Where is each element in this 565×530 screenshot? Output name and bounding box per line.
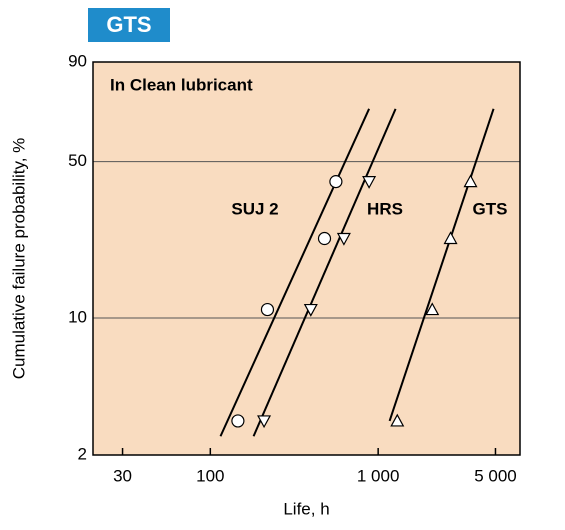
y-tick-label: 2 [78, 444, 87, 463]
x-tick-label: 30 [113, 466, 132, 485]
data-point [329, 175, 343, 189]
y-tick-label: 10 [68, 307, 87, 326]
header-title: GTS [106, 12, 151, 37]
header-box [88, 8, 170, 42]
data-point [317, 231, 332, 246]
fit-line [388, 108, 495, 422]
data-point [257, 415, 272, 429]
fit-line [219, 108, 370, 437]
series-label: SUJ 2 [231, 199, 278, 218]
x-tick-label: 1 000 [357, 466, 400, 485]
series-label: GTS [473, 199, 508, 218]
data-point [443, 231, 458, 245]
y-tick-label: 50 [68, 151, 87, 170]
data-point [231, 414, 245, 428]
x-axis-label: Life, h [283, 499, 329, 518]
chart: 2 10 50 90 30 100 1 000 5 000 In Clean lubricant… [9, 51, 521, 518]
series-label: HRS [367, 199, 403, 218]
plot-frame [92, 61, 521, 456]
x-tick-label: 100 [196, 466, 224, 485]
data-point [463, 174, 478, 188]
plot-background [93, 62, 520, 455]
data-point [303, 303, 318, 317]
x-tick-label: 5 000 [474, 466, 517, 485]
data-point [425, 302, 440, 316]
data-point [362, 176, 377, 189]
data-point [336, 232, 351, 246]
y-axis-label: Cumulative failure probability, % [9, 138, 28, 380]
y-tick-label: 90 [68, 51, 87, 70]
fit-line [252, 108, 397, 437]
annotation: In Clean lubricant [110, 75, 253, 94]
data-point [390, 413, 405, 427]
data-point [260, 302, 275, 317]
